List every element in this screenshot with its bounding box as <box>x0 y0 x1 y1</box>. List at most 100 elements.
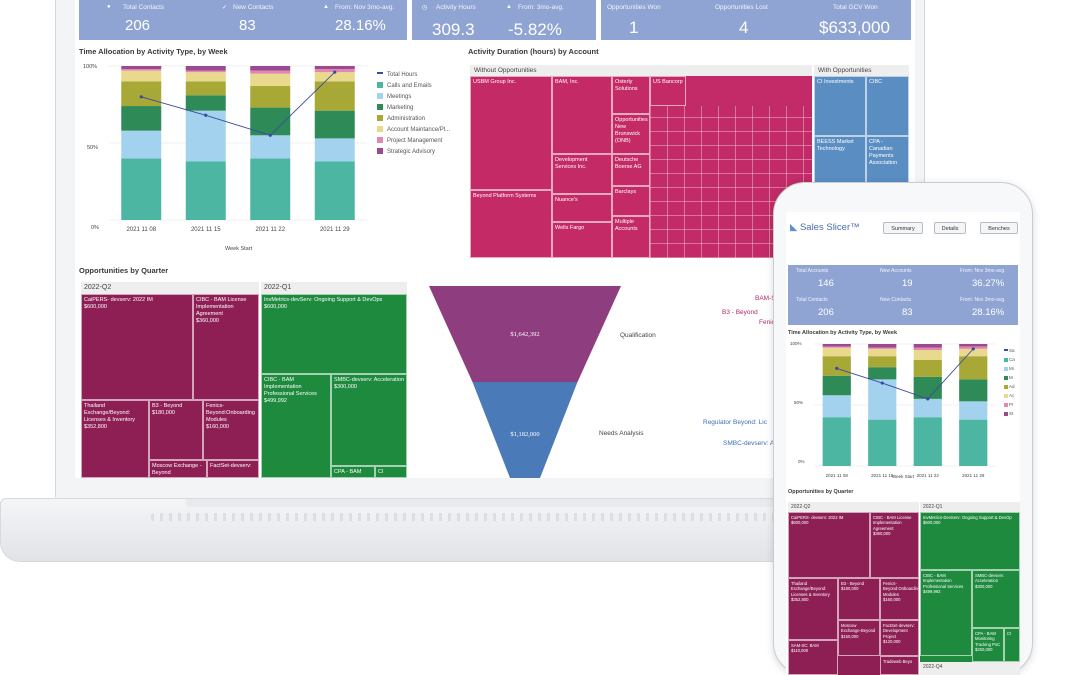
legend-account-maintenance[interactable]: Account Maintance/Pl... <box>377 126 450 133</box>
bar-segment <box>314 66 355 70</box>
treemap-cell[interactable]: Multiple Accounts <box>612 216 650 258</box>
kpi-label-activity-hours: Activity Hours <box>436 4 476 11</box>
treemap-cell[interactable]: CIBC <box>866 76 909 136</box>
x-tick-label: 2021 11 29 <box>962 473 985 478</box>
x-tick-label: 2021 11 22 <box>255 227 285 233</box>
opportunity-cell[interactable]: CIBC - BAM License Implementation Agreem… <box>193 294 259 400</box>
treemap-q2: 2022-Q2 CaiPERS- devserv: 2022 IM $600,00… <box>81 282 259 478</box>
kpi-label-opps-won: Opportunities Won <box>607 4 661 11</box>
opportunity-cell[interactable]: CIBC - BAM License Implementation Agreem… <box>870 512 919 578</box>
treemap-cell[interactable]: US Bancorp <box>650 76 686 106</box>
treemap-cell[interactable]: Deutsche Boerse AG <box>612 154 650 186</box>
opportunity-cell[interactable]: FactSet-devserv: <box>207 460 259 478</box>
opportunity-cell[interactable]: Moscow Exchange - Beyond <box>149 460 207 478</box>
opportunity-cell[interactable]: Fenics-Beyond:Onboarding Modules $160,000 <box>203 400 259 460</box>
kpi-label-new-contacts: New Contacts <box>233 4 274 11</box>
bar-segment <box>913 344 942 348</box>
person-icon: ● <box>107 4 111 10</box>
treemap-cell[interactable]: Beyond Platform Systems <box>470 190 552 258</box>
bar-segment <box>868 356 897 368</box>
nav-summary-button[interactable]: Summary <box>883 222 923 234</box>
opportunity-cell[interactable]: SMBC-devserv: Acceleration $300,000 <box>331 374 407 466</box>
phone-y-tick-0: 0% <box>798 459 805 464</box>
opportunity-cell[interactable]: CI <box>1004 628 1020 662</box>
legend-strategic-advisory[interactable]: Strategic Advisory <box>377 148 435 155</box>
funnel-stage-qualification <box>429 286 621 382</box>
kpi-label-total-contacts: Total Contacts <box>123 4 165 11</box>
treemap-cell[interactable]: USBM Group Inc. <box>470 76 552 190</box>
legend-total-hours[interactable]: Total Hours <box>377 72 417 78</box>
phone-legend-item[interactable]: Mi <box>1004 366 1014 371</box>
total-hours-point <box>204 113 208 117</box>
legend-marketing[interactable]: Marketing <box>377 104 413 111</box>
opportunity-cell[interactable]: SMBC-devserv: Acceleration $300,000 <box>972 570 1020 628</box>
treemap-cell[interactable]: Development Services Inc. <box>552 154 612 194</box>
phone-legend-item[interactable]: Ad <box>1004 384 1015 389</box>
phone-legend-item[interactable]: Pr <box>1004 402 1014 407</box>
phone-time-allocation-title: Time Allocation by Activity Type, by Wee… <box>788 330 898 336</box>
phone-treemap-q1: 2022-Q1 InvMetrics-DevServ: Ongoing Supp… <box>920 502 1020 675</box>
opportunity-cell[interactable]: CI <box>375 466 407 478</box>
bar-segment <box>121 106 162 131</box>
legend-project-management[interactable]: Project Management <box>377 137 442 144</box>
opportunity-cell[interactable]: Thailand Exchange/Beyond: Licenses & Inv… <box>81 400 149 478</box>
kpi-value: 146 <box>818 278 834 289</box>
treemap-cell[interactable]: Osterly Solutions <box>612 76 650 114</box>
phone-legend-item[interactable]: Sa <box>1004 348 1015 353</box>
phone-x-axis-label: Week Start <box>892 474 915 479</box>
opportunity-cell[interactable]: CPA - BAM Monitoring Tracking PoC $250,00… <box>972 628 1004 662</box>
nav-benches-button[interactable]: Benches <box>980 222 1018 234</box>
x-tick-label: 2021 11 15 <box>871 473 894 478</box>
treemap-cell[interactable]: BAM, Inc. <box>552 76 612 154</box>
opportunity-cell[interactable]: InvMetrics-devServ: Ongoing Support & De… <box>261 294 407 374</box>
kpi-value: 83 <box>902 307 913 318</box>
kpi-value-activity-hours: 309.3 <box>432 20 475 39</box>
treemap-cell[interactable]: Wells Fargo <box>552 222 612 258</box>
opportunity-cell[interactable]: Moscow Exchange-Beyond $150,000 <box>838 620 880 656</box>
phone-legend-item[interactable]: St <box>1004 411 1013 416</box>
phone-y-tick-50: 50% <box>794 400 804 405</box>
phone-legend-item[interactable]: Ac <box>1004 393 1014 398</box>
opportunity-cell[interactable]: Tradeweb Beyo <box>880 656 919 675</box>
bar-segment <box>913 347 942 351</box>
treemap-cell[interactable]: Opportunities New Brunswick (ONB) <box>612 114 650 154</box>
legend-calls-emails[interactable]: Calls and Emails <box>377 82 432 89</box>
opportunity-cell[interactable]: FactSet-devserv: Development Project $120… <box>880 620 919 656</box>
x-tick-label: 2021 11 29 <box>320 227 350 233</box>
opportunity-cell[interactable]: CaiPERS- devserv: 2022 IM $600,000 <box>81 294 193 400</box>
legend-meetings[interactable]: Meetings <box>377 93 411 100</box>
phone-legend-item[interactable]: M <box>1004 375 1013 380</box>
opportunity-cell[interactable]: CIBC - BAM Implementation Professional S… <box>261 374 331 478</box>
opportunity-cell[interactable]: InvMetrics-DevServ: Ongoing Support & De… <box>920 512 1020 570</box>
opportunity-cell[interactable]: CPA - BAM <box>331 466 375 478</box>
treemap-q1: 2022-Q1 InvMetrics-devServ: Ongoing Supp… <box>261 282 407 478</box>
nav-details-button[interactable]: Details <box>934 222 966 234</box>
q2-header: 2022-Q2 <box>81 282 259 294</box>
opportunity-cell[interactable]: CaiPERS- devserv: 2022 IM $600,000 <box>788 512 870 578</box>
bar-segment <box>250 70 291 74</box>
opportunity-cell[interactable]: Thailand Exchange/Beyond: Licenses & Inv… <box>788 578 838 640</box>
opportunity-side-label: B3 - Beyond <box>722 309 758 316</box>
kpi-label: New Accounts <box>880 268 912 274</box>
treemap-cell[interactable]: CI Investments <box>814 76 866 136</box>
treemap-cell[interactable]: Nuance's <box>552 194 612 222</box>
y-tick-50: 50% <box>87 145 99 151</box>
opportunity-cell[interactable]: B3 - Beyond $180,000 <box>149 400 203 460</box>
treemap-cell[interactable]: Barclays <box>612 186 650 216</box>
bar-segment <box>822 346 851 348</box>
bar-segment <box>913 398 942 418</box>
x-tick-label: 2021 11 08 <box>126 227 156 233</box>
kpi-label: Total Contacts <box>796 297 828 303</box>
bar-segment <box>959 419 988 466</box>
slicer-icon: ◣ <box>790 222 798 233</box>
opportunity-cell[interactable]: Fenics-Beyond:Onboarding Modules $160,000 <box>880 578 919 620</box>
bar-segment <box>314 81 355 111</box>
opportunity-cell[interactable]: B3 - Beyond $180,000 <box>838 578 880 620</box>
opportunity-cell[interactable]: SAM-SC: BAM $110,000 <box>788 640 838 675</box>
legend-administration[interactable]: Administration <box>377 115 425 122</box>
opportunity-cell[interactable]: CIBC - BAM Implementation Professional S… <box>920 570 972 656</box>
bar-segment <box>250 73 291 87</box>
kpi-value-opps-lost: 4 <box>739 18 749 37</box>
time-allocation-title: Time Allocation by Activity Type, by Wee… <box>79 47 228 56</box>
phone-legend-item[interactable]: Ca <box>1004 357 1015 362</box>
